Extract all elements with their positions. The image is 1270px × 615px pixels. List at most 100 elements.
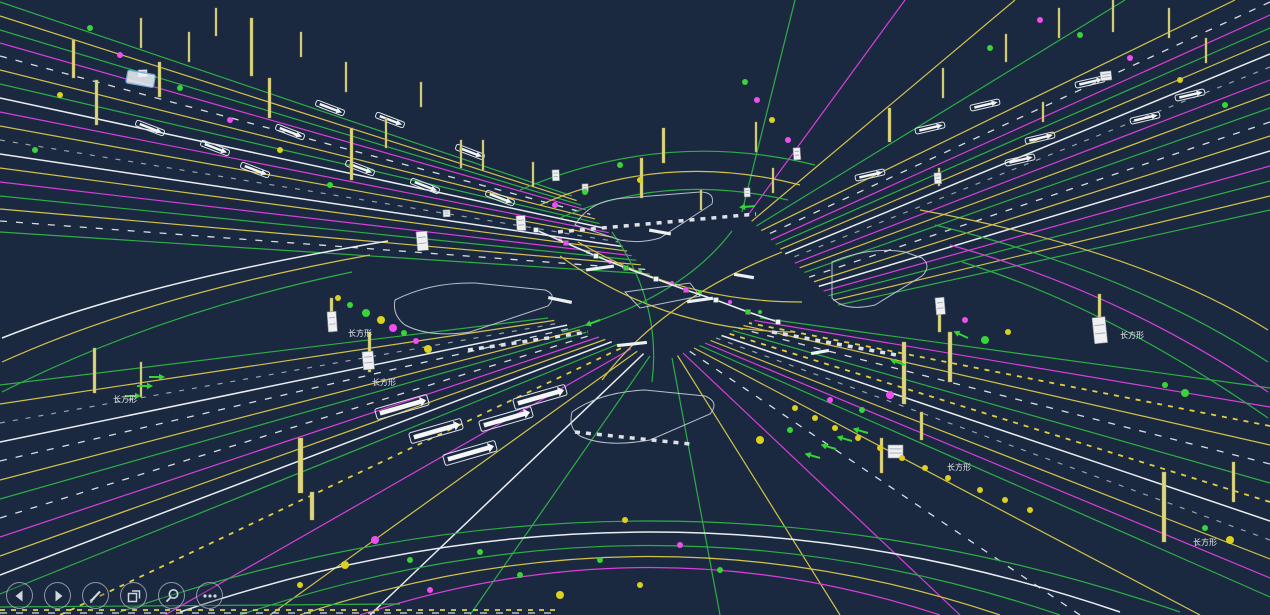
vertex-dot xyxy=(1222,102,1228,108)
arrow-shaft xyxy=(957,332,969,339)
zoom-button[interactable] xyxy=(158,582,185,609)
lane-line xyxy=(0,343,619,595)
pole xyxy=(879,437,884,474)
vertex-dot xyxy=(769,117,775,123)
vertex-dot xyxy=(582,189,588,195)
lane-line xyxy=(780,40,1270,250)
connector-curve xyxy=(1,254,371,363)
vertex-dot xyxy=(677,542,683,548)
boundary-outline xyxy=(570,389,715,444)
vertex-handle xyxy=(653,276,659,282)
vertex-dot xyxy=(886,391,894,399)
next-button[interactable] xyxy=(44,582,71,609)
direction-arrow xyxy=(739,203,756,211)
shape-label: 长方形 xyxy=(113,394,137,404)
lane-line xyxy=(699,344,1270,598)
direction-arrow xyxy=(137,382,153,390)
lane-line xyxy=(0,334,593,519)
vertex-handle xyxy=(563,240,569,246)
marking-shaft xyxy=(1008,156,1029,164)
vertex-dot xyxy=(389,324,397,332)
vertex-dot xyxy=(362,309,370,317)
vertex-dot xyxy=(962,317,968,323)
pole xyxy=(531,161,535,188)
crosswalk xyxy=(574,430,691,446)
lane-line xyxy=(671,357,721,615)
vertex-dot xyxy=(754,97,760,103)
lane-line xyxy=(0,341,613,576)
lane-line xyxy=(765,1,1270,236)
marking-shaft xyxy=(489,192,508,203)
vertex-dot xyxy=(32,147,38,153)
pole xyxy=(481,139,485,171)
direction-arrow xyxy=(125,392,141,400)
previous-button[interactable] xyxy=(6,582,33,609)
marking-outline xyxy=(442,440,498,466)
lane-line xyxy=(0,319,555,405)
marking-shaft xyxy=(483,411,526,428)
vertex-dot xyxy=(637,582,643,588)
marking-shaft xyxy=(379,114,398,125)
intersection-boundaries xyxy=(394,191,928,444)
connector-curve xyxy=(559,255,793,333)
edit-button[interactable] xyxy=(82,582,109,609)
lane-line xyxy=(760,0,1236,232)
lane-line xyxy=(0,153,623,248)
sign-text-row xyxy=(364,361,373,364)
vertex-handle xyxy=(683,287,689,293)
ellipsis-icon xyxy=(202,593,217,598)
road-top-left xyxy=(0,1,651,275)
crosswalks xyxy=(467,212,903,446)
vertex-dot xyxy=(377,316,385,324)
lane-line xyxy=(682,352,961,615)
lane-line xyxy=(369,353,645,615)
lane-line xyxy=(833,195,1270,301)
marking-head xyxy=(335,107,343,114)
pole xyxy=(344,61,348,93)
vertex-dot xyxy=(622,517,628,523)
sign-face xyxy=(934,296,946,316)
vertex-dot xyxy=(698,290,702,294)
pole xyxy=(1204,37,1208,64)
vertex-dot xyxy=(792,405,798,411)
lane-arrow-marking xyxy=(485,189,515,207)
lane-line xyxy=(837,209,1270,306)
marking-shaft xyxy=(447,445,490,462)
shape-label: 长方形 xyxy=(947,462,971,472)
connector-curve xyxy=(119,520,1181,613)
sign-board xyxy=(415,230,429,252)
vertex-dot xyxy=(1177,77,1183,83)
marking-shaft xyxy=(244,164,263,175)
marking-head xyxy=(452,421,461,431)
marking-outline xyxy=(200,139,230,157)
lane-line xyxy=(0,336,600,538)
vertex-dot xyxy=(424,345,432,353)
marking-shaft xyxy=(918,124,939,132)
marking-shaft xyxy=(973,101,994,109)
vertex-dot xyxy=(977,487,983,493)
sign-face xyxy=(887,444,904,459)
vertex-dot xyxy=(1005,329,1011,335)
vertex-dot xyxy=(899,455,905,461)
pole xyxy=(1161,471,1167,543)
marking-outline xyxy=(478,406,534,432)
direction-arrow xyxy=(836,435,853,442)
marking-outline xyxy=(375,111,405,129)
marking-head xyxy=(876,170,883,177)
marking-shaft xyxy=(279,126,298,137)
lane-line xyxy=(721,334,1270,522)
direction-arrow xyxy=(852,427,869,434)
vertex-dot xyxy=(227,117,233,123)
boundary-outline xyxy=(394,282,553,335)
lane-arrow-marking xyxy=(1129,111,1161,125)
lane-line xyxy=(0,1,573,197)
lane-line xyxy=(741,0,796,213)
vertex-dot xyxy=(1037,17,1043,23)
layers-button[interactable] xyxy=(120,582,147,609)
direction-arrow xyxy=(953,330,969,339)
more-button[interactable] xyxy=(196,582,223,609)
stop-bar xyxy=(686,296,714,304)
direction-arrow xyxy=(804,452,821,459)
